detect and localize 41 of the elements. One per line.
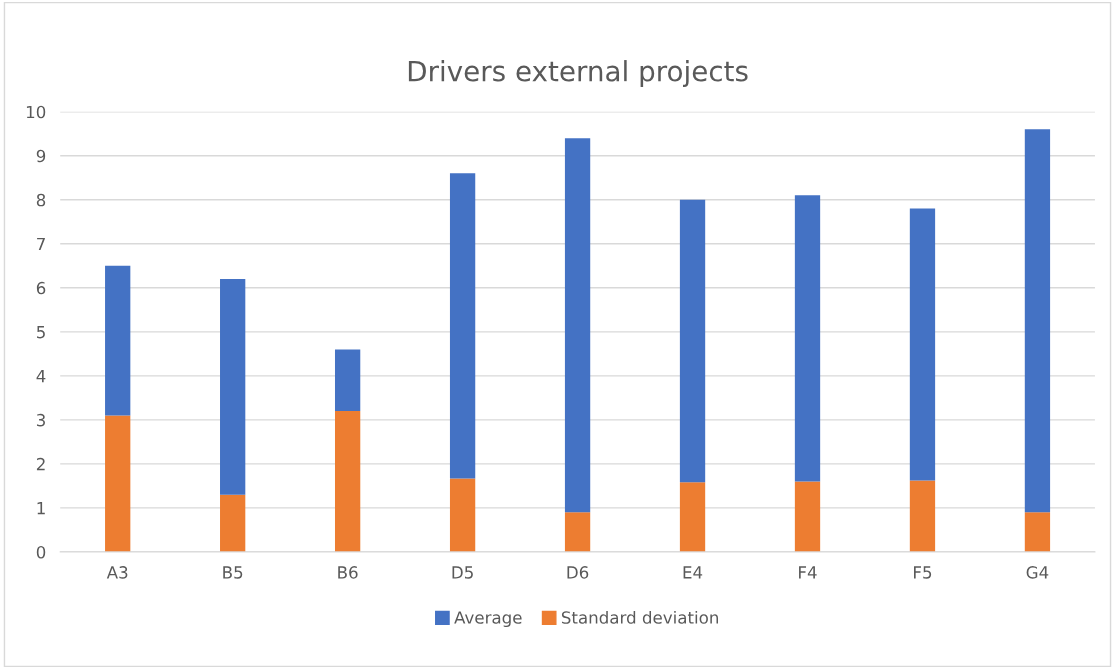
bar	[794, 195, 821, 482]
x-tick-label: D6	[567, 566, 589, 579]
x-tick-label: A3	[106, 566, 128, 579]
x-tick-label: G4	[1026, 566, 1049, 579]
chart-title: Drivers external projects	[408, 60, 748, 87]
legend-label: Standard deviation	[561, 610, 718, 624]
bar	[794, 481, 821, 552]
bar	[449, 173, 476, 479]
y-tick-label: 7	[37, 237, 45, 251]
y-tick-label: 10	[26, 105, 46, 119]
x-tick-label: F5	[914, 566, 932, 579]
y-tick-label: 3	[36, 413, 45, 427]
bar	[1024, 129, 1051, 513]
x-tick-label: D5	[452, 566, 473, 579]
x-tick-label: E4	[683, 566, 703, 579]
legend-label: Average	[454, 611, 522, 628]
bar	[909, 480, 936, 552]
y-tick-label: 2	[36, 457, 45, 471]
bar	[564, 512, 591, 552]
bar	[334, 411, 361, 552]
y-tick-label: 8	[36, 193, 46, 207]
y-tick-label: 5	[37, 326, 45, 339]
bar	[564, 138, 591, 513]
bar	[679, 482, 706, 552]
bar	[220, 279, 246, 495]
bar	[679, 199, 706, 483]
y-tick-label: 6	[36, 281, 46, 295]
bar	[449, 478, 476, 552]
bar	[334, 349, 361, 412]
y-tick-label: 1	[37, 502, 45, 515]
x-tick-label: B6	[338, 566, 358, 579]
bar	[909, 208, 936, 481]
y-tick-label: 9	[36, 149, 46, 163]
x-tick-label: F4	[799, 566, 817, 579]
bar	[1024, 512, 1051, 552]
x-tick-label: B5	[223, 566, 243, 579]
bar	[105, 265, 131, 416]
bar	[220, 494, 246, 552]
bar	[105, 415, 131, 552]
y-tick-label: 4	[36, 370, 46, 383]
y-tick-label: 0	[36, 545, 46, 559]
